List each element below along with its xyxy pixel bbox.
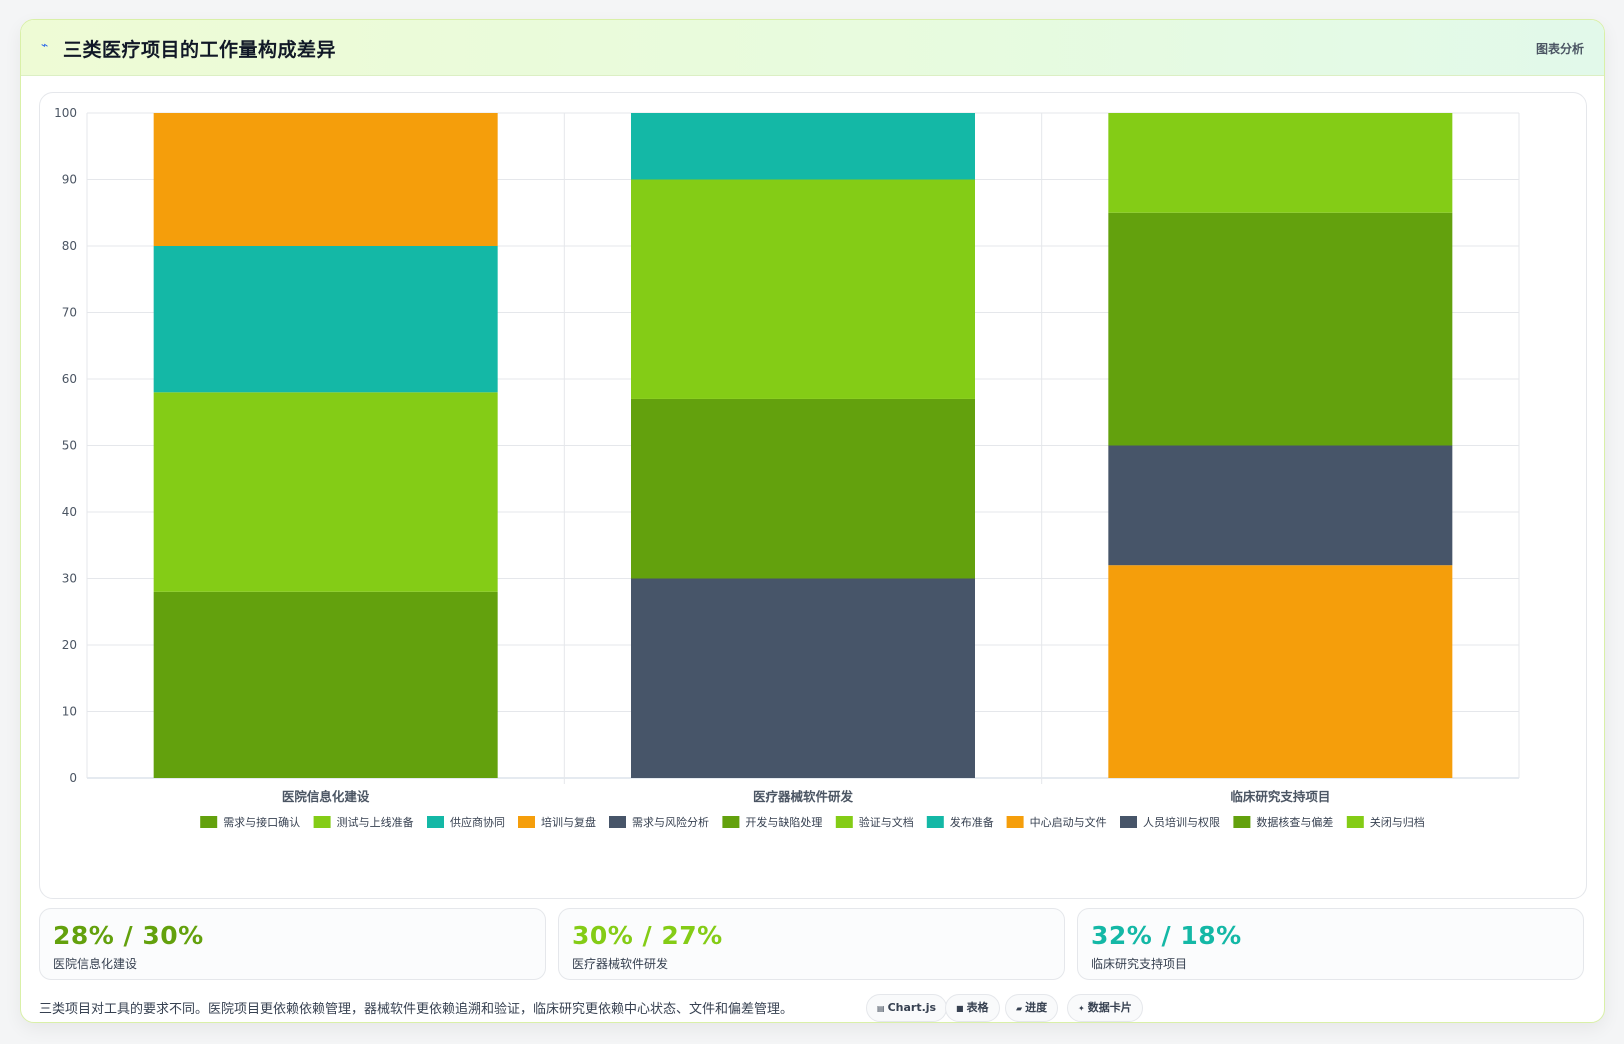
y-tick-label: 20: [62, 638, 77, 652]
bar-segment: [631, 179, 975, 399]
x-tick-label: 临床研究支持项目: [1230, 789, 1330, 804]
bar-segment: [153, 392, 498, 592]
y-tick-label: 70: [62, 306, 77, 320]
bar-segment: [1108, 113, 1453, 213]
legend-label: 中心启动与文件: [1030, 815, 1107, 829]
chip-progress[interactable]: ▰ 进度: [1005, 994, 1059, 1022]
chart-panel: 0 10 20 30 40 50 60 70 80 90 100 医院信息化建设 医疗器械软件研发 临床研…: [39, 92, 1587, 899]
legend-swatch: [609, 816, 626, 828]
y-tick-label: 60: [62, 372, 77, 386]
stat-label: 医疗器械软件研发: [572, 957, 669, 971]
bar-segment: [153, 113, 498, 246]
chip-chartjs[interactable]: ▤ Chart.js: [866, 994, 948, 1022]
stat-value: 30% / 27%: [572, 921, 723, 950]
legend-swatch: [835, 816, 853, 828]
bar-segment: [631, 578, 975, 778]
chart-icon: ▤: [877, 1004, 885, 1013]
legend-swatch: [200, 816, 218, 828]
stat-label: 临床研究支持项目: [1091, 957, 1188, 971]
bar-segment: [1108, 565, 1453, 778]
legend-swatch: [1346, 816, 1364, 828]
progress-icon: ▰: [1016, 1004, 1023, 1013]
legend-swatch: [722, 816, 740, 828]
bar-segment: [153, 246, 498, 393]
legend-swatch: [926, 816, 944, 828]
legend-label: 关闭与归档: [1370, 815, 1425, 829]
stacked-bar-chart: 0 10 20 30 40 50 60 70 80 90 100 医院信息化建设 医疗器械软件研发 临床研…: [54, 106, 1520, 829]
legend-swatch: [1120, 816, 1137, 828]
chip-table[interactable]: ■ 表格: [945, 994, 1000, 1022]
y-tick-label: 40: [62, 505, 77, 519]
lightning-icon: ⌁: [41, 38, 49, 52]
legend-label: 数据核查与偏差: [1256, 815, 1333, 829]
y-tick-label: 10: [62, 705, 77, 719]
bar-segment: [631, 113, 975, 180]
stat-value: 32% / 18%: [1091, 921, 1242, 950]
legend-label: 验证与文档: [859, 815, 914, 829]
sparkle-icon: ✦: [1078, 1004, 1085, 1013]
summary-text: 三类项目对工具的要求不同。医院项目更依赖依赖管理，器械软件更依赖追溯和验证，临床…: [39, 1002, 794, 1017]
chart-analysis-tag: 图表分析: [1535, 42, 1584, 56]
stat-value: 28% / 30%: [53, 921, 204, 950]
y-tick-label: 30: [62, 572, 77, 586]
legend-swatch: [1006, 816, 1024, 828]
card-header: ⌁ 三类医疗项目的工作量构成差异 图表分析: [21, 20, 1604, 76]
bar-segment: [153, 591, 498, 778]
legend-swatch: [1233, 816, 1251, 828]
x-tick-label: 医疗器械软件研发: [753, 789, 854, 804]
legend-label: 人员培训与权限: [1143, 815, 1220, 829]
legend-label: 需求与接口确认: [223, 816, 300, 829]
chart-card: ⌁ 三类医疗项目的工作量构成差异 图表分析 0 10 20 30 40 50 60 70 80 9…: [20, 19, 1605, 1023]
y-tick-label: 100: [54, 106, 77, 120]
chip-label: 表格: [966, 1001, 989, 1014]
stat-card-device: 30% / 27% 医疗器械软件研发: [558, 908, 1065, 980]
legend-swatch: [518, 816, 535, 828]
y-tick-label: 50: [62, 439, 77, 453]
table-icon: ■: [956, 1004, 964, 1013]
stat-card-clinical: 32% / 18% 临床研究支持项目: [1077, 908, 1584, 980]
legend-swatch: [427, 816, 444, 828]
chip-label: 进度: [1025, 1001, 1048, 1014]
y-tick-label: 90: [62, 173, 77, 187]
chip-label: Chart.js: [887, 1001, 937, 1014]
legend-label: 开发与缺陷处理: [745, 815, 822, 829]
x-tick-label: 医院信息化建设: [282, 789, 370, 804]
chip-data-card[interactable]: ✦ 数据卡片: [1067, 994, 1143, 1022]
page-title: 三类医疗项目的工作量构成差异: [63, 39, 337, 61]
y-tick-label: 80: [62, 239, 77, 253]
legend-label: 发布准备: [950, 815, 994, 829]
legend-swatch: [313, 816, 331, 828]
legend-label: 培训与复盘: [541, 815, 596, 829]
legend-label: 测试与上线准备: [337, 815, 414, 829]
stat-label: 医院信息化建设: [53, 957, 138, 971]
y-tick-label: 0: [69, 771, 77, 785]
chip-label: 数据卡片: [1087, 1001, 1132, 1014]
bar-segment: [1108, 212, 1453, 446]
bar-segment: [1108, 445, 1453, 566]
legend-label: 供应商协同: [450, 815, 505, 829]
stat-card-hospital: 28% / 30% 医院信息化建设: [39, 908, 546, 980]
legend-label: 需求与风险分析: [632, 815, 709, 829]
bar-segment: [631, 398, 975, 579]
